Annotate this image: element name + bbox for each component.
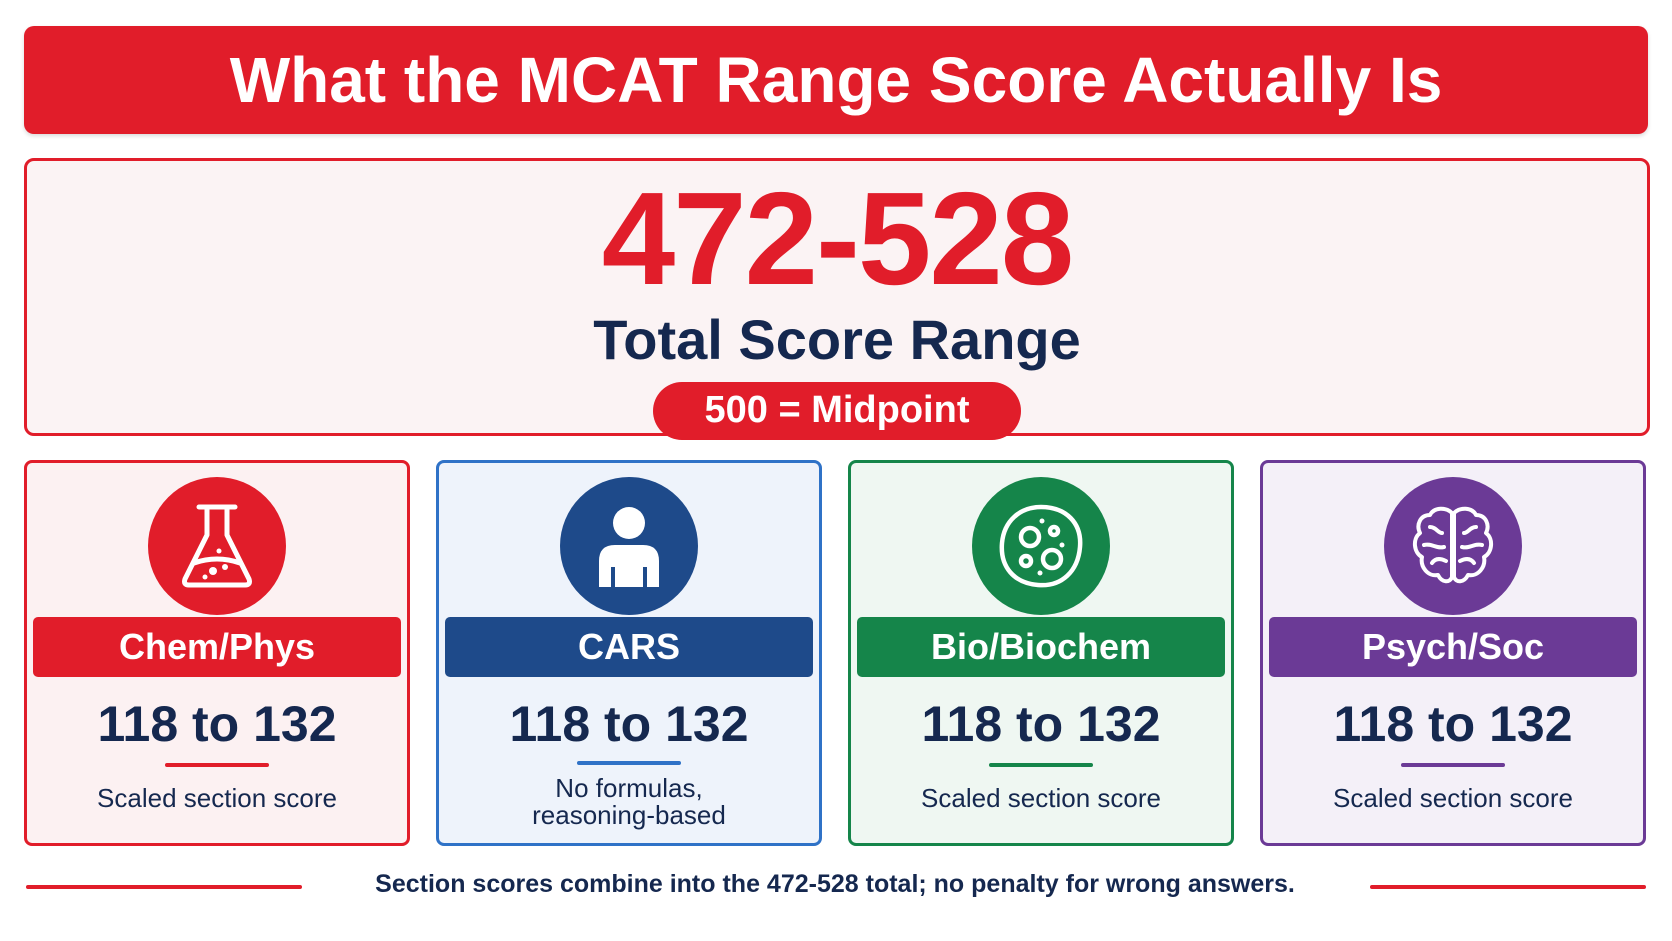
cars-title-bar: CARS (445, 617, 813, 677)
psych-soc-underline (1401, 763, 1505, 767)
psych-soc-score-range: 118 to 132 (1333, 696, 1573, 752)
cell-icon (999, 504, 1083, 588)
bio-biochem-description: Scaled section score (861, 783, 1221, 813)
bio-biochem-description-line: Scaled section score (921, 783, 1161, 813)
cars-score-range: 118 to 132 (509, 696, 749, 752)
flask-icon (182, 504, 252, 588)
bio-biochem-underline (989, 763, 1093, 767)
person-icon (599, 507, 659, 587)
section-card-bio-biochem: Bio/Biochem 118 to 132 Scaled section sc… (848, 460, 1234, 846)
cars-description: No formulas, reasoning-based (449, 773, 809, 831)
section-card-cars: CARS 118 to 132 No formulas, reasoning-b… (436, 460, 822, 846)
total-score-panel: 472-528 Total Score Range 500 = Midpoint (24, 158, 1650, 440)
bio-biochem-icon-circle (972, 477, 1110, 615)
chem-phys-score-range: 118 to 132 (97, 696, 337, 752)
chem-phys-description: Scaled section score (37, 783, 397, 813)
psych-soc-title-bar: Psych/Soc (1269, 617, 1637, 677)
title-banner: What the MCAT Range Score Actually Is (24, 26, 1648, 134)
bio-biochem-score-range: 118 to 132 (921, 696, 1161, 752)
section-card-chem-phys: Chem/Phys 118 to 132 Scaled section scor… (24, 460, 410, 846)
psych-soc-description: Scaled section score (1273, 783, 1633, 813)
cars-underline (577, 761, 681, 765)
cars-icon-circle (560, 477, 698, 615)
cars-description-line-2: reasoning-based (532, 800, 726, 831)
footer-rule-right (1370, 885, 1646, 889)
psych-soc-description-line: Scaled section score (1333, 783, 1573, 813)
page-title: What the MCAT Range Score Actually Is (229, 44, 1443, 116)
total-score-range-value: 472-528 (601, 165, 1074, 312)
total-score-range-label: Total Score Range (593, 308, 1081, 371)
chem-phys-description-line: Scaled section score (97, 783, 337, 813)
footer-note: Section scores combine into the 472-528 … (375, 870, 1295, 898)
section-card-psych-soc: Psych/Soc 118 to 132 Scaled section scor… (1260, 460, 1646, 846)
brain-icon (1413, 506, 1493, 584)
bio-biochem-title-bar: Bio/Biochem (857, 617, 1225, 677)
cars-description-line-1: No formulas, (555, 773, 703, 803)
chem-phys-title-bar: Chem/Phys (33, 617, 401, 677)
psych-soc-icon-circle (1384, 477, 1522, 615)
footer-rule-left (26, 885, 302, 889)
midpoint-badge: 500 = Midpoint (652, 381, 1022, 440)
chem-phys-underline (165, 763, 269, 767)
chem-phys-icon-circle (148, 477, 286, 615)
